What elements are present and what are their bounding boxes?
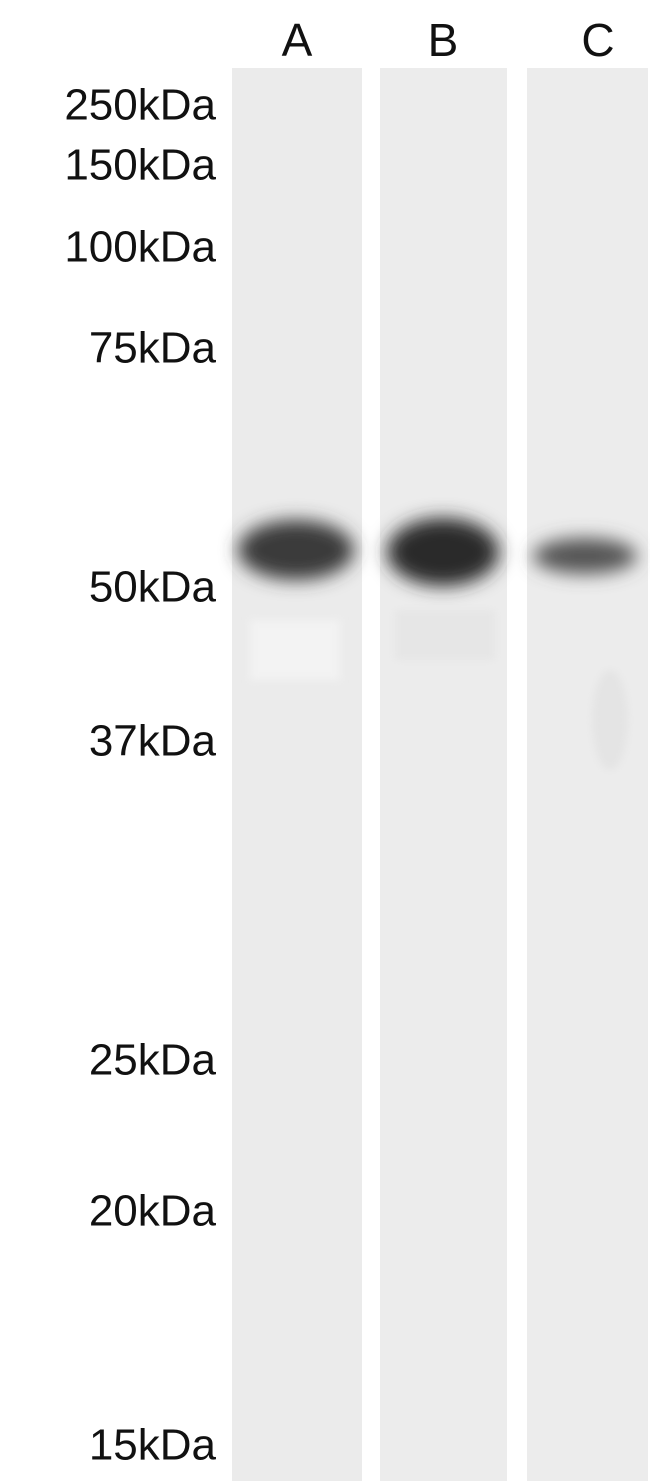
- band: [387, 518, 499, 586]
- marker-label: 250kDa: [64, 81, 216, 130]
- band: [533, 538, 637, 574]
- lane-strip: [380, 68, 507, 1481]
- marker-label: 100kDa: [64, 223, 216, 272]
- marker-label: 15kDa: [89, 1421, 217, 1470]
- marker-label: 150kDa: [64, 141, 216, 190]
- marker-label: 25kDa: [89, 1036, 217, 1085]
- lane-label: B: [428, 14, 459, 66]
- marker-label: 75kDa: [89, 324, 217, 373]
- lane-strip: [527, 68, 648, 1481]
- faint-smears: [250, 610, 628, 770]
- marker-label: 20kDa: [89, 1187, 217, 1236]
- marker-label: 37kDa: [89, 717, 217, 766]
- lane-strip: [232, 68, 362, 1481]
- lane-label: C: [581, 14, 614, 66]
- marker-label: 50kDa: [89, 563, 217, 612]
- lane-label: A: [282, 14, 313, 66]
- bands: [238, 518, 637, 586]
- band: [238, 520, 354, 580]
